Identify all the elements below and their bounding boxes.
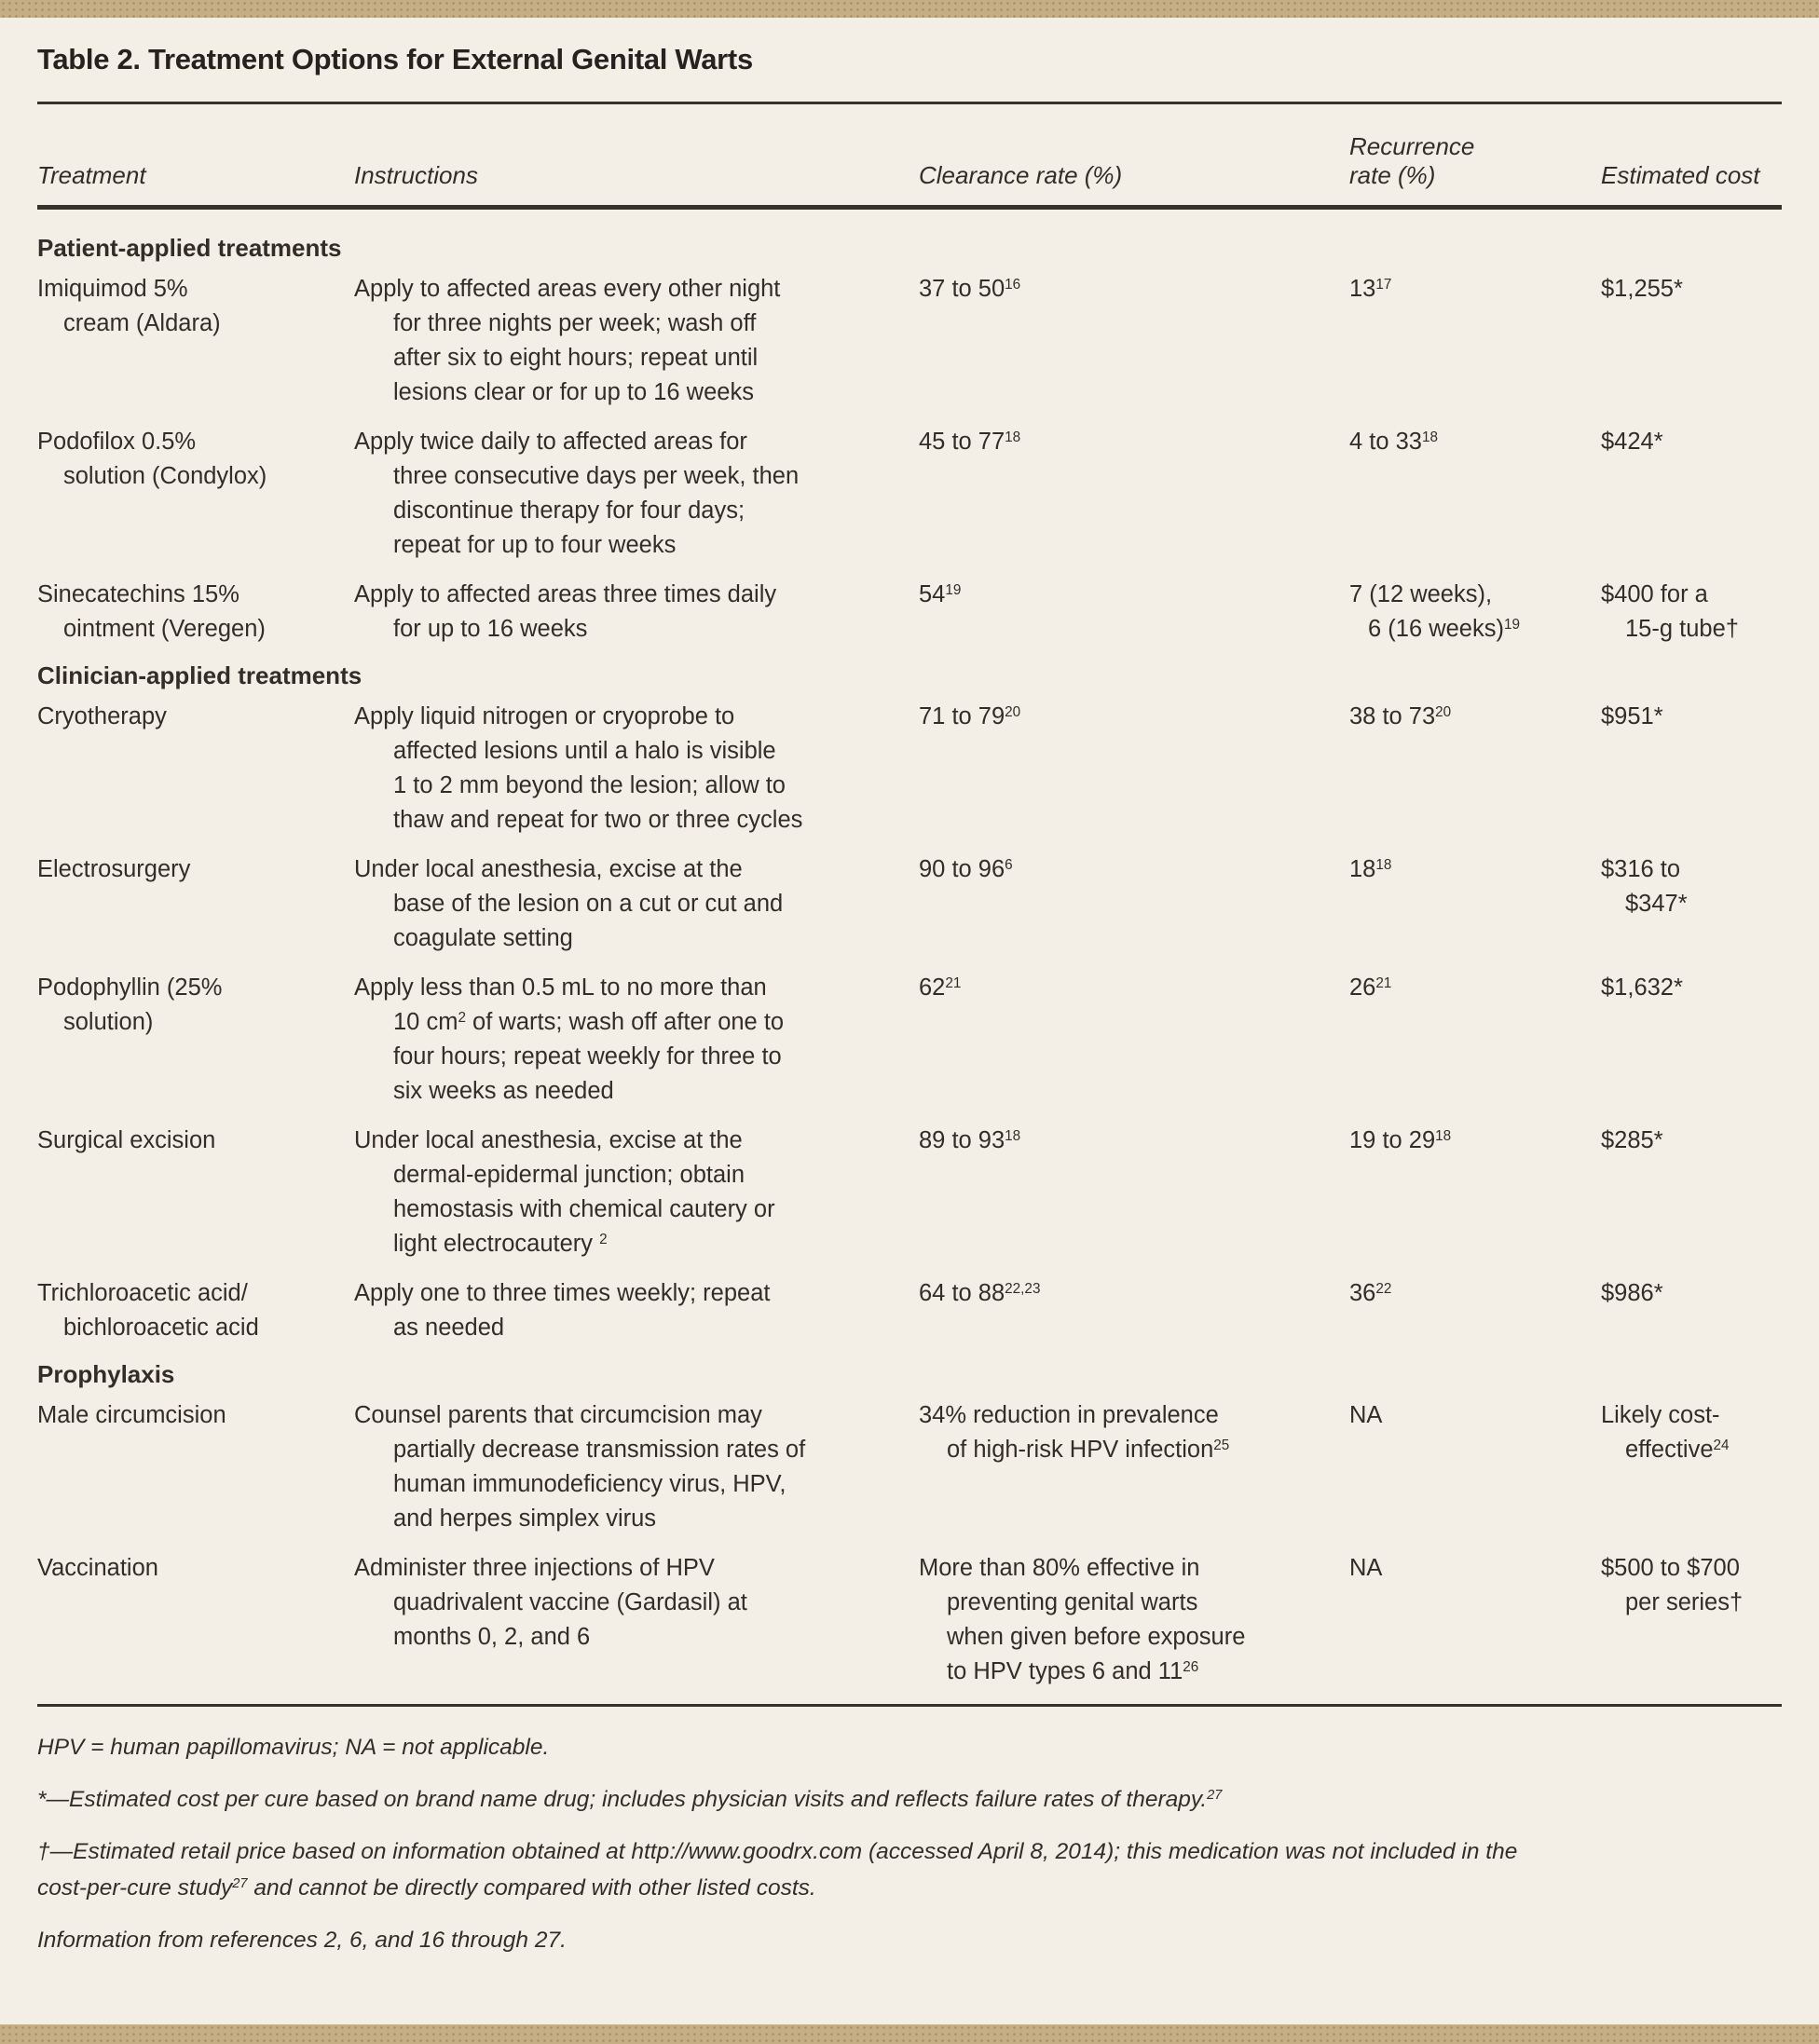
clearance-cell: 5419 (919, 581, 962, 607)
instructions-cell: Under local anesthesia, excise at the ba… (354, 856, 784, 951)
clearance-cell: 71 to 7920 (919, 703, 1021, 729)
cost-cell: $316 to $347* (1601, 856, 1688, 917)
cost-cell: $400 for a 15-g tube† (1601, 581, 1739, 642)
treatment-cell: Podophyllin (25% solution) (37, 974, 223, 1035)
cost-cell: $424* (1601, 429, 1663, 455)
instructions-cell: Counsel parents that circumcision may pa… (354, 1402, 806, 1532)
recurrence-cell: 7 (12 weeks), 6 (16 weeks)19 (1349, 581, 1520, 642)
clearance-cell: 34% reduction in prevalence of high-risk… (919, 1402, 1230, 1463)
treatment-cell: Cryotherapy (37, 703, 167, 729)
clearance-cell: 64 to 8822,23 (919, 1280, 1041, 1306)
footnote-asterisk: *—Estimated cost per cure based on brand… (37, 1787, 1223, 1812)
title-rule (37, 102, 1782, 104)
table-row: Podophyllin (25% solution) Apply less th… (37, 971, 1782, 1109)
clearance-cell: 37 to 5016 (919, 276, 1021, 302)
table-row: Sinecatechins 15% ointment (Veregen) App… (37, 578, 1782, 647)
treatment-cell: Vaccination (37, 1555, 158, 1581)
clearance-cell: More than 80% effective in preventing ge… (919, 1555, 1246, 1684)
section-header: Clinician-applied treatments (37, 661, 362, 689)
column-header-estimated-cost: Estimated cost (1601, 161, 1760, 189)
cost-cell: $1,632* (1601, 974, 1683, 1001)
source-note: Information from references 2, 6, and 16… (37, 1928, 567, 1953)
instructions-cell: Apply one to three times weekly; repeat … (354, 1280, 771, 1341)
table-body: Patient-applied treatments Imiquimod 5% … (37, 210, 1782, 1689)
cost-cell: $285* (1601, 1127, 1663, 1153)
table-row: Trichloroacetic acid/ bichloroacetic aci… (37, 1276, 1782, 1345)
instructions-cell: Apply less than 0.5 mL to no more than 1… (354, 974, 785, 1104)
table-row: Cryotherapy Apply liquid nitrogen or cry… (37, 700, 1782, 838)
treatment-cell: Surgical excision (37, 1127, 216, 1153)
column-header-row: Treatment Instructions Clearance rate (%… (37, 104, 1782, 210)
table-row: Electrosurgery Under local anesthesia, e… (37, 852, 1782, 956)
table-title: Table 2. Treatment Options for External … (37, 43, 753, 75)
recurrence-cell: NA (1349, 1402, 1383, 1428)
recurrence-cell: 2621 (1349, 974, 1392, 1001)
table-row: Podofilox 0.5% solution (Condylox) Apply… (37, 425, 1782, 563)
clearance-cell: 6221 (919, 974, 962, 1001)
bottom-accent-bar (0, 2024, 1819, 2044)
section-header: Prophylaxis (37, 1360, 175, 1388)
column-header-recurrence-rate: Recurrence rate (%) (1349, 132, 1475, 189)
treatment-cell: Male circumcision (37, 1402, 226, 1428)
instructions-cell: Apply to affected areas every other nigh… (354, 276, 781, 405)
recurrence-cell: 1818 (1349, 856, 1392, 882)
instructions-cell: Apply to affected areas three times dail… (354, 581, 777, 642)
instructions-cell: Under local anesthesia, excise at the de… (354, 1127, 775, 1257)
cost-cell: $951* (1601, 703, 1663, 729)
column-header-clearance-rate: Clearance rate (%) (919, 161, 1123, 189)
table-bottom-rule (37, 1704, 1782, 1707)
table-footnotes: HPV = human papillomavirus; NA = not app… (37, 1707, 1782, 1958)
instructions-cell: Administer three injections of HPV quadr… (354, 1555, 747, 1650)
footnote-dagger: †—Estimated retail price based on inform… (37, 1839, 1518, 1901)
abbreviations-note: HPV = human papillomavirus; NA = not app… (37, 1735, 550, 1760)
treatment-cell: Imiquimod 5% cream (Aldara) (37, 276, 221, 336)
cost-cell: $500 to $700 per series† (1601, 1555, 1744, 1615)
clearance-cell: 45 to 7718 (919, 429, 1021, 455)
clearance-cell: 89 to 9318 (919, 1127, 1021, 1153)
treatment-cell: Sinecatechins 15% ointment (Veregen) (37, 581, 266, 642)
clearance-cell: 90 to 966 (919, 856, 1013, 882)
cost-cell: $986* (1601, 1280, 1663, 1306)
treatment-cell: Trichloroacetic acid/ bichloroacetic aci… (37, 1280, 259, 1341)
instructions-cell: Apply twice daily to affected areas for … (354, 429, 800, 558)
recurrence-cell: 4 to 3318 (1349, 429, 1438, 455)
cost-cell: Likely cost- effective24 (1601, 1402, 1730, 1463)
recurrence-cell: 3622 (1349, 1280, 1392, 1306)
recurrence-cell: 1317 (1349, 276, 1392, 302)
cost-cell: $1,255* (1601, 276, 1683, 302)
table-row: Surgical excision Under local anesthesia… (37, 1124, 1782, 1261)
table-row: Imiquimod 5% cream (Aldara) Apply to aff… (37, 272, 1782, 410)
section-header: Patient-applied treatments (37, 234, 342, 262)
recurrence-cell: 19 to 2918 (1349, 1127, 1452, 1153)
recurrence-cell: NA (1349, 1555, 1383, 1581)
table-row: Male circumcision Counsel parents that c… (37, 1398, 1782, 1536)
recurrence-cell: 38 to 7320 (1349, 703, 1452, 729)
column-header-instructions: Instructions (354, 161, 478, 189)
column-header-treatment: Treatment (37, 161, 146, 189)
table-content: Table 2. Treatment Options for External … (0, 43, 1819, 1958)
instructions-cell: Apply liquid nitrogen or cryoprobe to af… (354, 703, 803, 833)
treatment-cell: Podofilox 0.5% solution (Condylox) (37, 429, 267, 489)
treatment-cell: Electrosurgery (37, 856, 191, 882)
top-accent-bar (0, 0, 1819, 18)
table-row: Vaccination Administer three injections … (37, 1551, 1782, 1689)
